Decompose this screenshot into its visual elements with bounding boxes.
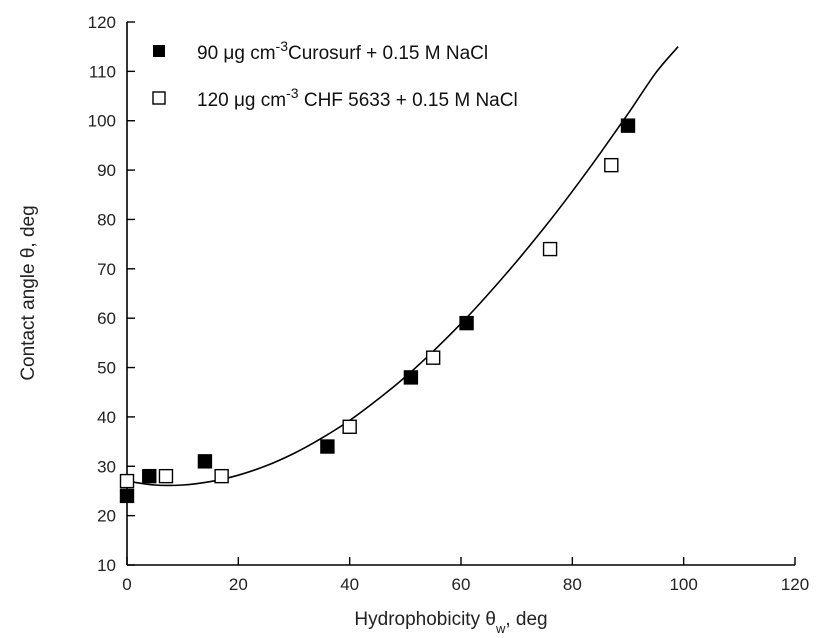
- data-point-filled: [459, 315, 474, 331]
- x-tick-label: 20: [229, 575, 248, 594]
- fit-curve: [126, 46, 679, 487]
- legend-label-chf5633: 120 μg cm-3 CHF 5633 + 0.15 M NaCl: [197, 85, 518, 111]
- data-point-filled: [142, 468, 157, 484]
- legend-label-chf5633-superscript: -3: [286, 85, 299, 101]
- data-markers: [119, 118, 636, 504]
- y-tick-label: 50: [97, 359, 116, 378]
- y-tick-label: 80: [97, 210, 116, 229]
- legend-label-curosurf-suffix: Curosurf + 0.15 M NaCl: [288, 43, 488, 64]
- y-tick-label: 60: [97, 309, 116, 328]
- legend-marker-curosurf: [153, 45, 165, 57]
- data-point-open: [342, 419, 357, 434]
- x-axis-label-main: Hydrophobicity θ: [354, 609, 496, 630]
- data-point-open: [214, 468, 229, 484]
- legend-label-curosurf-prefix: 90 μg cm: [197, 43, 276, 64]
- data-point-filled: [320, 439, 335, 454]
- y-axis-ticks: 10 20 30 40 50 60 70 80 90 100 110 120: [88, 13, 135, 575]
- y-tick-label: 10: [97, 556, 116, 575]
- y-tick-label: 30: [97, 457, 116, 476]
- data-point-filled: [403, 370, 419, 385]
- x-tick-label: 80: [563, 575, 582, 594]
- y-tick-label: 100: [88, 112, 116, 131]
- y-tick-label: 110: [89, 62, 116, 81]
- x-tick-label: 0: [122, 575, 131, 594]
- y-axis-label: Contact angle θ, deg: [18, 205, 39, 380]
- data-point-open: [119, 473, 135, 489]
- x-axis-label-suffix: , deg: [505, 609, 547, 630]
- data-point-open: [542, 241, 558, 257]
- y-tick-label: 120: [88, 13, 116, 32]
- legend-marker-chf5633: [152, 91, 166, 105]
- data-point-open: [425, 350, 441, 365]
- y-tick-label: 20: [97, 507, 116, 526]
- x-axis-label-subscript: w: [495, 621, 506, 636]
- y-tick-label: 90: [97, 161, 116, 180]
- legend-label-curosurf: 90 μg cm-3Curosurf + 0.15 M NaCl: [197, 38, 488, 64]
- data-point-filled: [197, 454, 213, 469]
- x-axis-ticks: 0 20 40 60 80 100 120: [122, 557, 809, 594]
- legend-label-chf5633-prefix: 120 μg cm: [197, 90, 286, 111]
- data-point-open: [604, 157, 619, 173]
- legend: 90 μg cm-3Curosurf + 0.15 M NaCl 120 μg …: [152, 38, 518, 111]
- y-tick-label: 40: [97, 408, 116, 427]
- data-point-open: [158, 468, 174, 484]
- data-point-filled: [119, 488, 135, 504]
- x-axis-label: Hydrophobicity θw, deg: [354, 609, 547, 636]
- x-tick-label: 60: [452, 575, 471, 594]
- y-tick-label: 70: [97, 260, 116, 279]
- x-tick-label: 120: [781, 575, 809, 594]
- x-tick-label: 100: [669, 575, 697, 594]
- legend-label-chf5633-suffix: CHF 5633 + 0.15 M NaCl: [299, 90, 518, 111]
- legend-label-curosurf-superscript: -3: [276, 38, 289, 54]
- x-tick-label: 40: [340, 575, 359, 594]
- data-point-filled: [620, 118, 636, 133]
